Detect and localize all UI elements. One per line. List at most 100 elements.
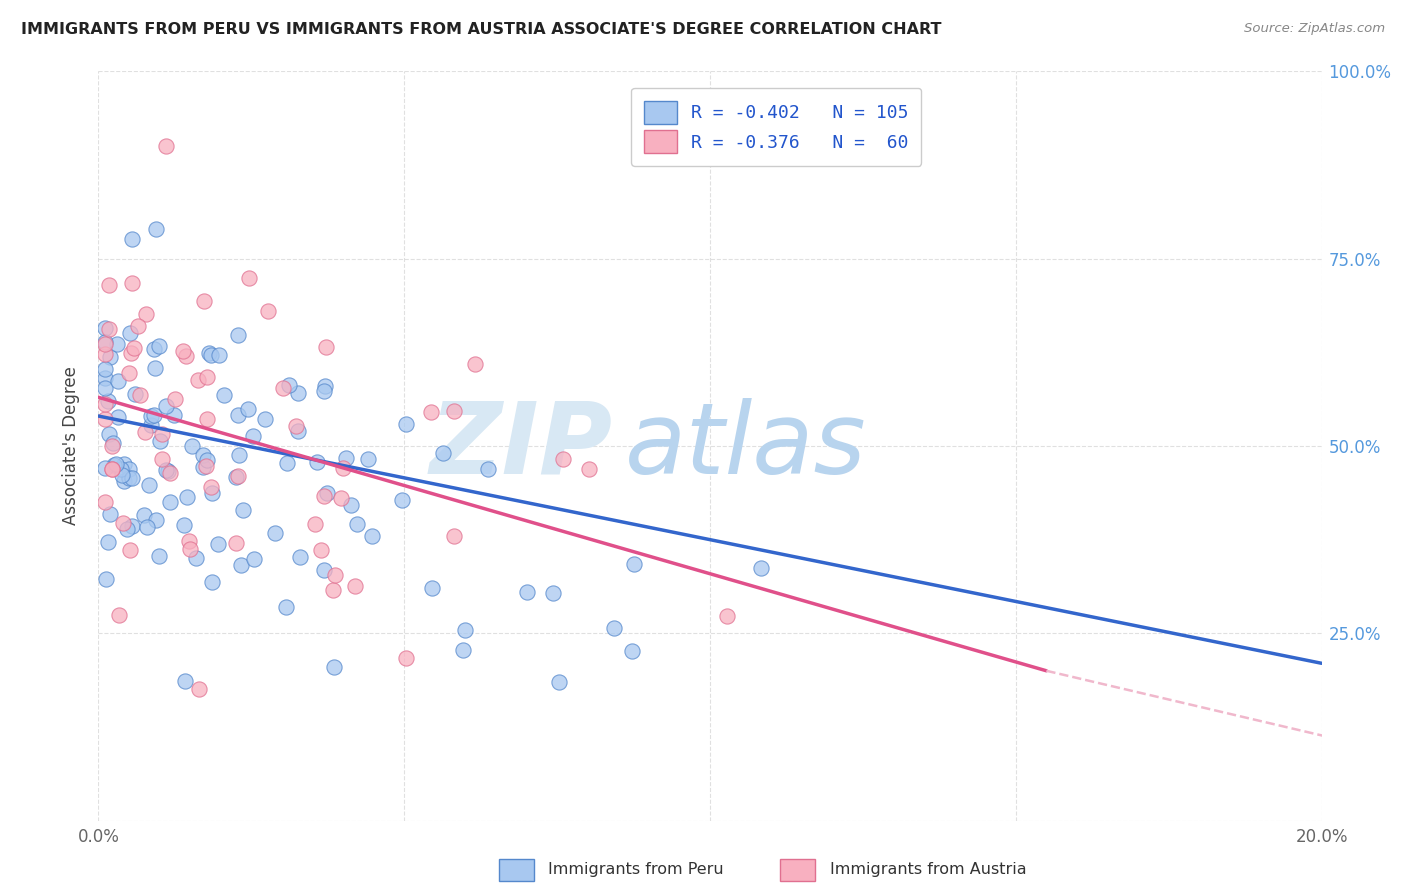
Text: IMMIGRANTS FROM PERU VS IMMIGRANTS FROM AUSTRIA ASSOCIATE'S DEGREE CORRELATION C: IMMIGRANTS FROM PERU VS IMMIGRANTS FROM … xyxy=(21,22,942,37)
Point xyxy=(346,516,368,531)
Point xyxy=(105,337,128,351)
Point xyxy=(716,608,738,623)
Point xyxy=(173,518,195,533)
Point xyxy=(238,271,260,285)
Point xyxy=(148,549,170,563)
Point xyxy=(278,377,301,392)
Point xyxy=(150,427,173,442)
Point xyxy=(195,453,218,467)
Point xyxy=(332,460,354,475)
Point xyxy=(94,381,117,395)
Point xyxy=(200,574,222,589)
Point xyxy=(139,417,162,432)
Point xyxy=(155,463,177,477)
Point xyxy=(103,458,125,472)
Point xyxy=(93,397,115,411)
Text: atlas: atlas xyxy=(624,398,866,494)
Point xyxy=(93,371,115,385)
Point xyxy=(115,522,138,536)
Point xyxy=(108,607,131,622)
Point xyxy=(111,468,134,483)
Point xyxy=(157,464,180,478)
Point xyxy=(329,491,352,505)
Point xyxy=(578,461,600,475)
Point xyxy=(141,409,163,423)
Point xyxy=(395,651,418,665)
Point xyxy=(163,392,186,407)
Point xyxy=(312,563,335,577)
Point xyxy=(176,491,198,505)
Point xyxy=(174,673,197,688)
Point xyxy=(200,480,222,494)
Y-axis label: Associate's Degree: Associate's Degree xyxy=(62,367,80,525)
Point xyxy=(159,495,181,509)
Point xyxy=(118,461,141,475)
Point xyxy=(93,362,115,376)
Point xyxy=(287,424,309,438)
Point xyxy=(121,276,143,290)
Point xyxy=(454,623,477,637)
Point xyxy=(93,334,115,349)
Point xyxy=(195,412,218,426)
Point xyxy=(145,361,167,376)
Point xyxy=(335,451,357,466)
Text: ZIP: ZIP xyxy=(429,398,612,494)
Point xyxy=(214,388,236,402)
Point xyxy=(419,404,441,418)
Point xyxy=(228,448,250,462)
Point xyxy=(322,660,344,674)
Point xyxy=(145,222,167,236)
Point xyxy=(93,461,115,475)
Point xyxy=(118,471,141,485)
Point xyxy=(134,425,156,440)
Point xyxy=(101,462,124,476)
Point xyxy=(149,434,172,449)
Point xyxy=(98,322,121,336)
Point xyxy=(135,307,157,321)
Point xyxy=(195,370,218,384)
Point xyxy=(97,393,120,408)
Point xyxy=(128,388,150,402)
Point xyxy=(93,336,115,351)
Point xyxy=(198,345,221,359)
Text: Immigrants from Austria: Immigrants from Austria xyxy=(830,863,1026,877)
Point xyxy=(112,475,135,489)
Point xyxy=(477,462,499,476)
Point xyxy=(94,572,117,586)
Point xyxy=(225,536,247,550)
Point xyxy=(127,318,149,333)
Point xyxy=(118,366,141,380)
Point xyxy=(138,477,160,491)
Point xyxy=(163,408,186,422)
Point xyxy=(231,558,253,572)
Point xyxy=(124,386,146,401)
Point xyxy=(134,508,156,523)
Point xyxy=(208,348,231,362)
Legend: R = -0.402   N = 105, R = -0.376   N =  60: R = -0.402 N = 105, R = -0.376 N = 60 xyxy=(631,88,921,166)
Point xyxy=(395,417,418,432)
Point xyxy=(391,493,413,508)
Point xyxy=(340,498,363,512)
Point xyxy=(420,581,443,595)
Point xyxy=(315,485,337,500)
Point xyxy=(107,409,129,424)
FancyBboxPatch shape xyxy=(499,858,534,881)
Point xyxy=(232,503,254,517)
Point xyxy=(541,586,564,600)
Point xyxy=(314,379,336,393)
Point xyxy=(150,452,173,467)
Point xyxy=(263,525,285,540)
Point xyxy=(97,535,120,549)
Point xyxy=(179,541,201,556)
Point xyxy=(274,599,297,614)
Point xyxy=(201,486,224,500)
Point xyxy=(121,471,143,485)
Point xyxy=(184,551,207,566)
Point xyxy=(225,470,247,484)
Point xyxy=(191,460,214,475)
Point xyxy=(148,339,170,353)
Point xyxy=(236,401,259,416)
Point xyxy=(432,446,454,460)
Point xyxy=(226,469,249,483)
Point xyxy=(187,373,209,387)
